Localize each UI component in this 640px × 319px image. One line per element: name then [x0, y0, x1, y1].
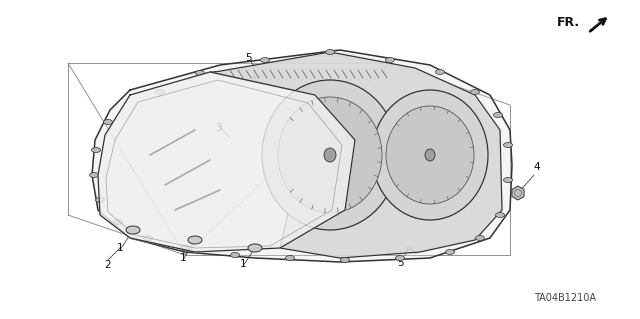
Ellipse shape — [95, 197, 104, 203]
Text: 2: 2 — [105, 260, 111, 270]
Ellipse shape — [372, 90, 488, 220]
Polygon shape — [98, 72, 355, 252]
Ellipse shape — [90, 173, 99, 177]
Text: 3: 3 — [214, 123, 221, 133]
Ellipse shape — [260, 57, 269, 63]
Text: 1: 1 — [116, 243, 124, 253]
Ellipse shape — [504, 177, 513, 182]
Ellipse shape — [285, 256, 294, 261]
Ellipse shape — [470, 90, 479, 94]
Ellipse shape — [340, 257, 349, 263]
Ellipse shape — [504, 143, 513, 147]
Ellipse shape — [425, 149, 435, 161]
Ellipse shape — [126, 226, 140, 234]
Ellipse shape — [143, 235, 152, 241]
Ellipse shape — [92, 147, 100, 152]
Text: FR.: FR. — [557, 16, 580, 28]
Ellipse shape — [476, 235, 484, 241]
Ellipse shape — [396, 256, 404, 261]
Ellipse shape — [230, 253, 239, 257]
Ellipse shape — [104, 120, 113, 124]
Ellipse shape — [156, 90, 164, 94]
Ellipse shape — [326, 49, 335, 55]
Ellipse shape — [445, 249, 454, 255]
Text: 1: 1 — [180, 253, 186, 263]
Ellipse shape — [386, 106, 474, 204]
Ellipse shape — [385, 57, 394, 63]
Ellipse shape — [248, 244, 262, 252]
Ellipse shape — [278, 97, 382, 213]
Ellipse shape — [113, 219, 122, 225]
Ellipse shape — [495, 212, 504, 218]
Text: TA04B1210A: TA04B1210A — [534, 293, 596, 303]
Text: 5: 5 — [244, 53, 252, 63]
Text: 1: 1 — [240, 259, 246, 269]
Text: 5: 5 — [397, 258, 403, 268]
Text: 4: 4 — [534, 162, 540, 172]
Ellipse shape — [195, 70, 205, 76]
Ellipse shape — [180, 246, 189, 250]
Ellipse shape — [188, 236, 202, 244]
Polygon shape — [92, 50, 512, 262]
Ellipse shape — [324, 148, 336, 162]
Ellipse shape — [493, 113, 502, 117]
Ellipse shape — [435, 70, 445, 75]
Ellipse shape — [262, 80, 398, 230]
Polygon shape — [210, 52, 502, 258]
